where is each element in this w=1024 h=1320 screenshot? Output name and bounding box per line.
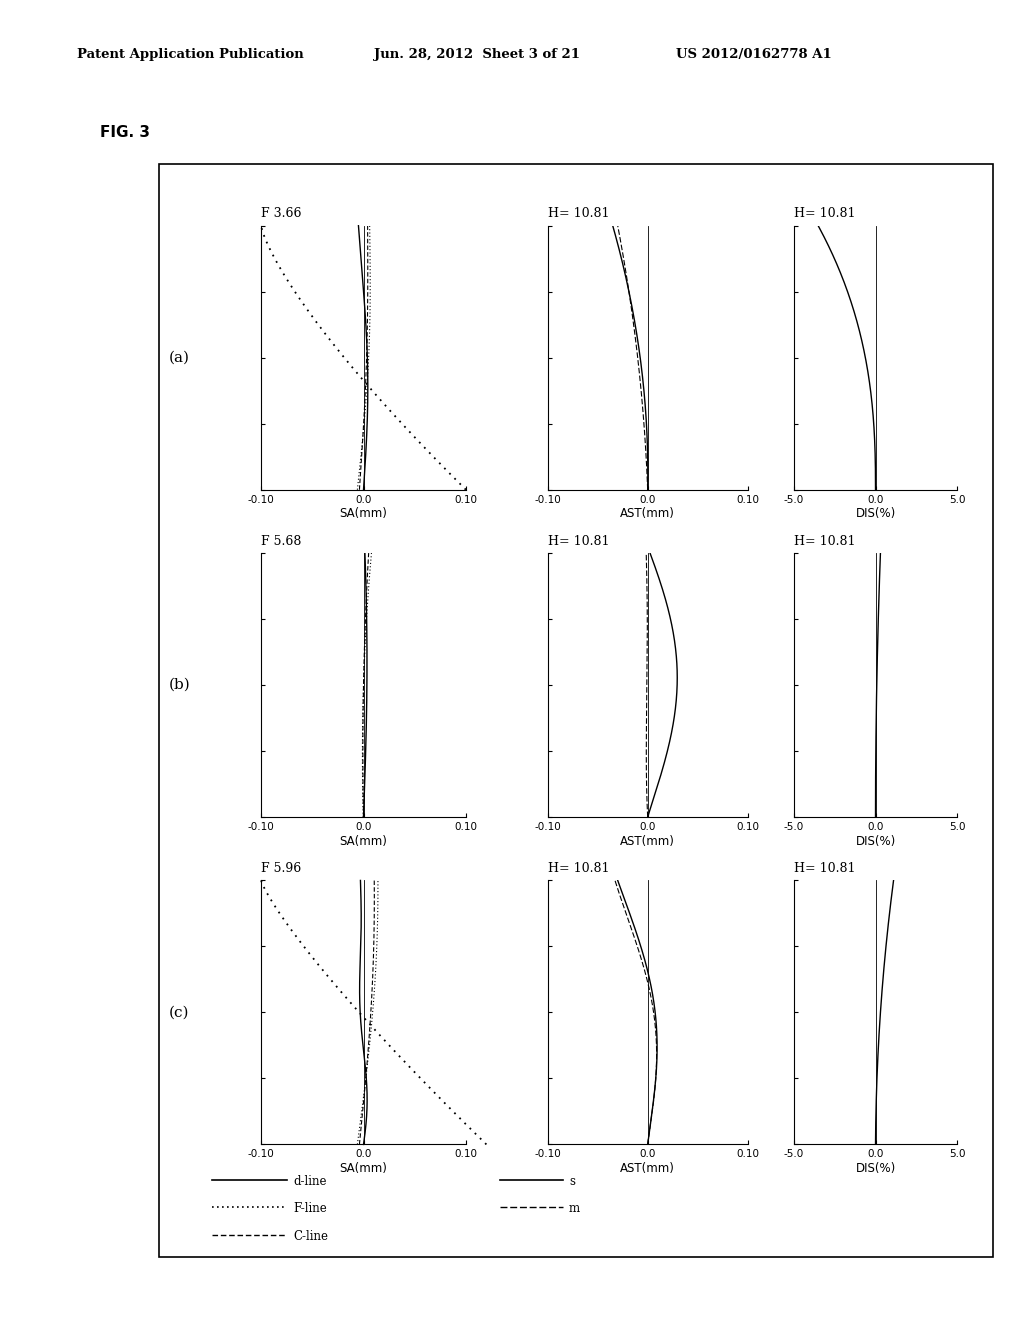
Text: US 2012/0162778 A1: US 2012/0162778 A1 [676,48,831,61]
Text: s: s [569,1175,574,1188]
Text: F 5.96: F 5.96 [261,862,301,875]
Text: H= 10.81: H= 10.81 [794,535,855,548]
Text: FIG. 3: FIG. 3 [100,125,151,140]
Text: (b): (b) [168,678,190,692]
Text: d-line: d-line [294,1175,327,1188]
Text: Jun. 28, 2012  Sheet 3 of 21: Jun. 28, 2012 Sheet 3 of 21 [374,48,580,61]
X-axis label: SA(mm): SA(mm) [340,1162,387,1175]
X-axis label: AST(mm): AST(mm) [621,507,675,520]
X-axis label: DIS(%): DIS(%) [855,1162,896,1175]
X-axis label: AST(mm): AST(mm) [621,834,675,847]
Text: H= 10.81: H= 10.81 [794,207,855,220]
Text: C-line: C-line [294,1230,329,1243]
Text: H= 10.81: H= 10.81 [548,535,609,548]
X-axis label: SA(mm): SA(mm) [340,507,387,520]
Text: (c): (c) [169,1006,189,1019]
X-axis label: SA(mm): SA(mm) [340,834,387,847]
Text: Patent Application Publication: Patent Application Publication [77,48,303,61]
Text: F-line: F-line [294,1203,328,1216]
Text: F 3.66: F 3.66 [261,207,302,220]
X-axis label: AST(mm): AST(mm) [621,1162,675,1175]
Text: (a): (a) [169,351,189,364]
Text: m: m [569,1203,581,1216]
Text: H= 10.81: H= 10.81 [794,862,855,875]
X-axis label: DIS(%): DIS(%) [855,834,896,847]
X-axis label: DIS(%): DIS(%) [855,507,896,520]
Text: F 5.68: F 5.68 [261,535,301,548]
Text: H= 10.81: H= 10.81 [548,207,609,220]
Text: H= 10.81: H= 10.81 [548,862,609,875]
